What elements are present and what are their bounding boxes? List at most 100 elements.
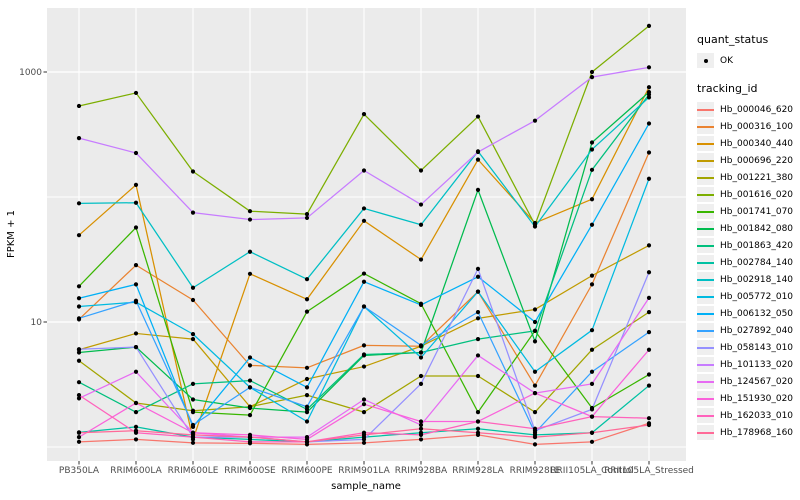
- legend-title-quant-status: quant_status: [697, 33, 769, 46]
- series-point: [589, 222, 595, 227]
- series-point: [418, 222, 424, 227]
- series-point: [76, 103, 82, 109]
- series-point: [304, 309, 310, 314]
- series-point: [646, 150, 652, 155]
- series-point: [646, 23, 652, 28]
- series-point: [646, 295, 652, 300]
- series-point: [589, 140, 595, 145]
- line-key-icon: [697, 323, 714, 338]
- series-point: [475, 419, 481, 424]
- series-point: [475, 114, 481, 119]
- series-point: [475, 187, 481, 192]
- x-tick-label: RRIM901LA: [338, 466, 390, 476]
- series-point: [133, 400, 139, 406]
- series-point: [475, 336, 481, 342]
- series-point: [133, 225, 139, 230]
- series-point: [76, 380, 82, 385]
- series-point: [190, 397, 196, 402]
- series-point: [646, 416, 652, 421]
- series-point: [475, 149, 481, 155]
- series-point: [133, 437, 139, 442]
- series-point: [190, 297, 196, 303]
- series-point: [475, 426, 481, 431]
- line-key-icon: [697, 391, 714, 406]
- series-point: [589, 282, 595, 287]
- series-point: [76, 439, 82, 444]
- series-point: [247, 412, 253, 418]
- series-point: [589, 369, 595, 374]
- series-point: [247, 363, 253, 368]
- line-key-icon: [697, 425, 714, 440]
- legend-color-swatch: [697, 176, 714, 179]
- legend-item-Hb_058143_010: Hb_058143_010: [697, 339, 797, 356]
- series-point: [532, 426, 538, 431]
- series-point: [304, 211, 310, 217]
- series-point: [532, 390, 538, 396]
- series-point: [247, 435, 253, 440]
- x-tick-label: RRII105LA_Stressed: [604, 466, 694, 476]
- series-point: [532, 435, 538, 440]
- legend-item-label: OK: [720, 55, 733, 66]
- series-point: [418, 350, 424, 355]
- series-point: [418, 343, 424, 348]
- series-point: [247, 405, 253, 411]
- series-point: [361, 218, 367, 223]
- series-point: [589, 328, 595, 333]
- x-axis-title: sample_name: [331, 481, 401, 492]
- line-key-icon: [697, 136, 714, 151]
- series-point: [361, 364, 367, 369]
- line-key-icon: [697, 102, 714, 117]
- legend-item-label: Hb_000046_620: [720, 104, 794, 115]
- series-point: [475, 266, 481, 271]
- x-tick-label: RRIM600LE: [168, 466, 219, 476]
- series-point: [418, 422, 424, 428]
- series-point: [76, 358, 82, 363]
- series-point: [418, 168, 424, 173]
- series-point: [532, 118, 538, 123]
- series-point: [589, 75, 595, 80]
- series-point: [532, 442, 538, 447]
- legend-item-Hb_101133_020: Hb_101133_020: [697, 356, 797, 373]
- series-point: [304, 376, 310, 382]
- series-point: [532, 383, 538, 388]
- legend-item-label: Hb_000696_220: [720, 155, 794, 166]
- legend-color-swatch: [697, 431, 714, 434]
- legend-item-label: Hb_000316_100: [720, 121, 794, 132]
- series-point: [304, 365, 310, 370]
- legend-color-swatch: [697, 125, 714, 128]
- series-point: [646, 310, 652, 315]
- series-point: [190, 210, 196, 215]
- legend-color-swatch: [697, 108, 714, 111]
- legend-item-label: Hb_027892_040: [720, 325, 794, 336]
- legend-item-Hb_162033_010: Hb_162033_010: [697, 407, 797, 424]
- legend-color-swatch: [697, 193, 714, 196]
- legend-item-Hb_006132_050: Hb_006132_050: [697, 305, 797, 322]
- legend-item-label: Hb_001842_080: [720, 223, 794, 234]
- series-point: [532, 319, 538, 325]
- legend-color-swatch: [697, 244, 714, 247]
- legend-item-label: Hb_001741_070: [720, 206, 794, 217]
- series-point: [361, 440, 367, 445]
- series-point: [361, 271, 367, 276]
- series-point: [418, 381, 424, 386]
- line-key-icon: [697, 204, 714, 219]
- series-point: [133, 410, 139, 415]
- series-point: [361, 437, 367, 442]
- series-point: [247, 385, 253, 390]
- series-point: [361, 304, 367, 309]
- legend-item-label: Hb_001616_020: [720, 189, 794, 200]
- series-point: [247, 217, 253, 222]
- series-point: [361, 168, 367, 173]
- legend-item-Hb_001741_070: Hb_001741_070: [697, 203, 797, 220]
- series-point: [247, 355, 253, 360]
- series-point: [646, 347, 652, 352]
- line-key-icon: [697, 374, 714, 389]
- line-key-icon: [697, 170, 714, 185]
- series-point: [361, 402, 367, 407]
- series-point: [304, 215, 310, 221]
- series-point: [589, 407, 595, 412]
- series-point: [76, 233, 82, 238]
- series-point: [532, 339, 538, 344]
- series-point: [190, 285, 196, 290]
